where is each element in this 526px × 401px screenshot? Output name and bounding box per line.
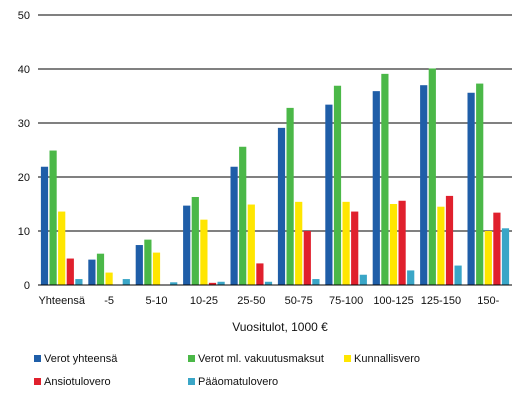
legend: Verot yhteensä Verot ml. vakuutusmaksut Ku… [34, 353, 420, 388]
bar [372, 91, 380, 285]
bar [303, 231, 311, 285]
bar [170, 282, 178, 285]
bar [342, 201, 350, 285]
x-tick-label: 5-10 [145, 295, 167, 307]
bar [484, 231, 492, 285]
axes: 0 10 20 30 40 50 Yhteensä -5 5-10 10-25 25-50 50-75… [18, 10, 512, 307]
bar [454, 265, 462, 285]
bar [420, 85, 428, 285]
bar [88, 259, 96, 285]
bar [191, 196, 199, 285]
legend-label: Ansiotulovero [44, 376, 111, 388]
bar [351, 211, 359, 285]
legend-label: Verot yhteensä [44, 353, 118, 365]
bar [208, 282, 217, 285]
y-tick-label: 10 [18, 226, 30, 238]
bar [217, 281, 225, 285]
bar [437, 206, 445, 285]
bar [501, 228, 510, 285]
bar [58, 211, 66, 285]
bar [277, 127, 286, 285]
bar [407, 270, 415, 285]
bar [381, 73, 389, 285]
bar [144, 239, 152, 285]
x-tick-label: 10-25 [190, 295, 218, 307]
x-tick-label: 150- [477, 295, 499, 307]
x-tick-label: 75-100 [329, 295, 363, 307]
legend-swatch [34, 378, 41, 385]
legend-label: Kunnallisvero [354, 353, 420, 365]
y-tick-label: 50 [18, 10, 30, 22]
bar [96, 253, 105, 285]
bar [445, 195, 454, 285]
x-tick-label: 50-75 [285, 295, 313, 307]
x-tick-label: 25-50 [237, 295, 265, 307]
y-tick-label: 0 [24, 280, 30, 292]
x-tick-label: Yhteensä [38, 295, 85, 307]
x-tick-label: -5 [104, 295, 114, 307]
bar [66, 258, 74, 285]
bar [295, 201, 303, 285]
legend-swatch [188, 355, 195, 362]
bar [230, 166, 238, 285]
bar [389, 204, 398, 285]
bar [312, 279, 320, 285]
bar [398, 200, 406, 285]
bar [135, 245, 143, 285]
legend-swatch [34, 355, 41, 362]
bar [49, 150, 57, 285]
y-tick-label: 20 [18, 172, 30, 184]
x-tick-label: 100-125 [373, 295, 413, 307]
bar [247, 204, 255, 285]
bar [122, 279, 130, 285]
y-tick-label: 30 [18, 118, 30, 130]
bar [428, 68, 436, 286]
legend-swatch [188, 378, 195, 385]
bar [183, 205, 191, 285]
bar [152, 252, 161, 285]
bar [493, 212, 501, 285]
bar [256, 263, 264, 285]
bar [467, 92, 475, 285]
x-axis-title: Vuositulot, 1000 € [232, 320, 328, 334]
bar [333, 85, 342, 286]
bar [359, 274, 367, 285]
bar [105, 272, 113, 285]
legend-label: Pääomatulovero [198, 376, 278, 388]
bar [40, 166, 49, 285]
bar [200, 219, 208, 285]
gridlines [38, 14, 512, 232]
legend-label: Verot ml. vakuutusmaksut [198, 353, 324, 365]
bar [239, 146, 247, 285]
legend-swatch [344, 355, 351, 362]
bar [476, 83, 484, 285]
bar [325, 104, 333, 285]
y-tick-label: 40 [18, 64, 30, 76]
bar [264, 281, 273, 285]
bar [286, 107, 294, 285]
bar [75, 279, 83, 285]
x-tick-label: 125-150 [421, 295, 461, 307]
bars [40, 68, 510, 286]
